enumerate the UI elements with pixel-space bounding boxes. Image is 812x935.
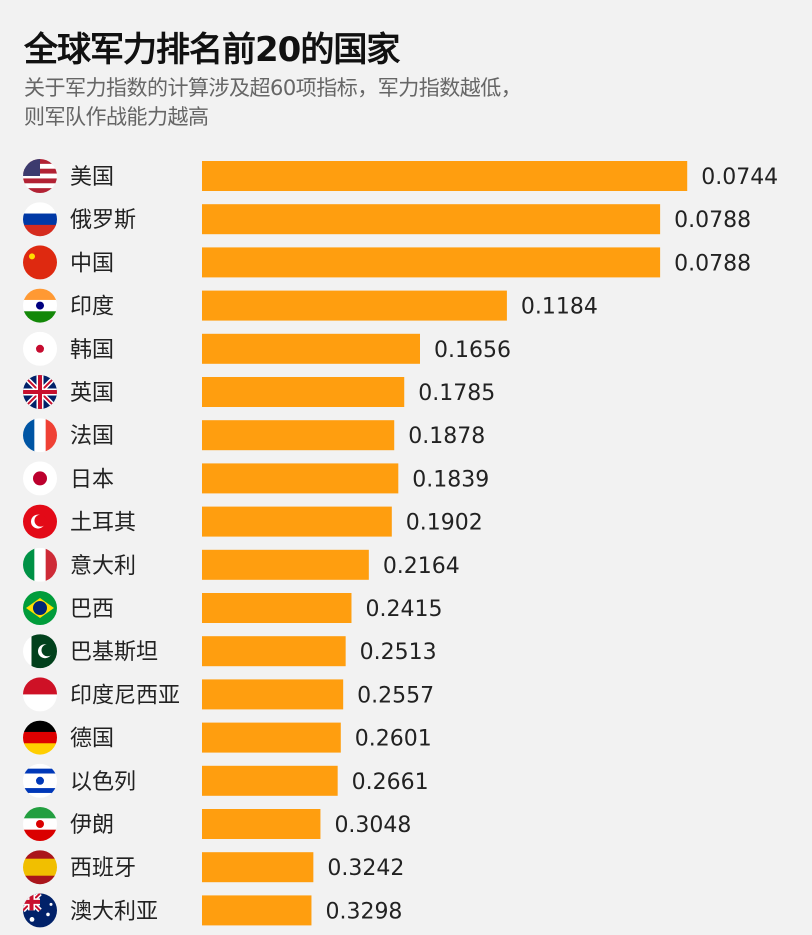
category-label: 以色列 <box>70 770 136 795</box>
chart-subtitle-line-2: 则军队作战能力越高 <box>24 105 209 129</box>
chart-row: 德国 0.2601 <box>23 720 432 755</box>
chart-row: 韩国 0.1656 <box>23 331 511 366</box>
value-label: 0.0788 <box>674 208 751 233</box>
iran-flag-icon <box>23 807 57 841</box>
turkey-flag-icon <box>23 504 57 539</box>
chart-row: 法国 0.1878 <box>23 418 485 453</box>
value-label: 0.2557 <box>357 683 434 708</box>
category-label: 俄罗斯 <box>70 208 136 233</box>
south-korea-flag-icon <box>23 331 57 366</box>
category-label: 印度 <box>70 295 114 320</box>
germany-flag-icon <box>23 720 57 755</box>
category-label: 巴基斯坦 <box>70 640 158 665</box>
bar <box>202 377 405 407</box>
chart-row: 印度 0.1184 <box>23 288 598 323</box>
france-flag-icon <box>23 418 57 453</box>
category-label: 法国 <box>70 424 114 449</box>
chart-row: 澳大利亚 0.3298 <box>23 893 402 928</box>
chart-row: 中国 0.0788 <box>23 245 751 280</box>
category-label: 英国 <box>70 381 114 406</box>
indonesia-flag-icon <box>23 677 57 712</box>
value-label: 0.2415 <box>365 597 442 622</box>
value-label: 0.2661 <box>352 770 429 795</box>
category-label: 西班牙 <box>70 856 136 881</box>
chart-subtitle-line-1: 关于军力指数的计算涉及超60项指标，军力指数越低， <box>24 76 522 100</box>
chart-row: 英国 0.1785 <box>23 375 495 409</box>
bar <box>202 593 352 623</box>
value-label: 0.1656 <box>434 338 511 363</box>
chart-row: 俄罗斯 0.0788 <box>23 202 751 237</box>
category-label: 土耳其 <box>70 511 136 536</box>
value-label: 0.3242 <box>327 856 404 881</box>
category-label: 德国 <box>70 727 114 752</box>
bar <box>202 290 507 321</box>
value-label: 0.1785 <box>418 381 495 406</box>
bar <box>202 204 661 235</box>
chart-row: 以色列 0.2661 <box>23 763 429 798</box>
value-label: 0.3048 <box>334 813 411 838</box>
bar <box>202 549 369 580</box>
chart-row: 巴基斯坦 0.2513 <box>23 634 437 669</box>
category-label: 美国 <box>70 165 114 190</box>
bar <box>202 420 395 451</box>
value-label: 0.1902 <box>406 511 483 536</box>
bar <box>202 463 399 494</box>
category-label: 澳大利亚 <box>70 899 158 924</box>
value-label: 0.1839 <box>412 467 489 492</box>
chart-row: 巴西 0.2415 <box>23 591 442 625</box>
value-label: 0.3298 <box>325 899 402 924</box>
brazil-flag-icon <box>23 591 57 625</box>
value-label: 0.0788 <box>674 251 751 276</box>
bar <box>202 506 392 537</box>
chart-row: 美国 0.0744 <box>23 159 778 193</box>
us-flag-icon <box>23 159 57 193</box>
italy-flag-icon <box>23 547 57 582</box>
bar <box>202 895 312 926</box>
bar <box>202 333 420 364</box>
value-label: 0.1184 <box>521 295 598 320</box>
japan-flag-icon <box>23 461 57 496</box>
bar <box>202 765 338 796</box>
spain-flag-icon <box>23 850 57 885</box>
bar <box>202 161 688 191</box>
value-label: 0.2164 <box>383 554 460 579</box>
chart-row: 印度尼西亚 0.2557 <box>23 677 434 712</box>
chart-row: 日本 0.1839 <box>23 461 489 496</box>
bar <box>202 247 661 278</box>
category-label: 印度尼西亚 <box>70 683 180 708</box>
india-flag-icon <box>23 288 57 323</box>
category-label: 韩国 <box>70 338 114 363</box>
china-flag-icon <box>23 245 57 280</box>
category-label: 中国 <box>70 251 114 276</box>
value-label: 0.2513 <box>360 640 437 665</box>
value-label: 0.2601 <box>355 727 432 752</box>
chart-title: 全球军力排名前20的国家 <box>24 30 400 70</box>
israel-flag-icon <box>23 763 57 798</box>
australia-flag-icon <box>23 893 57 928</box>
chart-row: 土耳其 0.1902 <box>23 504 483 539</box>
value-label: 0.1878 <box>408 424 485 449</box>
bar <box>202 852 314 883</box>
category-label: 伊朗 <box>70 813 114 838</box>
category-label: 巴西 <box>70 597 114 622</box>
category-label: 意大利 <box>70 554 136 579</box>
uk-flag-icon <box>23 375 57 409</box>
chart-row: 西班牙 0.3242 <box>23 850 404 885</box>
bar <box>202 636 346 667</box>
chart-row: 伊朗 0.3048 <box>23 807 411 841</box>
bar <box>202 809 321 839</box>
bar <box>202 722 341 753</box>
chart-row: 意大利 0.2164 <box>23 547 460 582</box>
value-label: 0.0744 <box>701 165 778 190</box>
bar <box>202 679 344 710</box>
category-label: 日本 <box>70 467 114 492</box>
russia-flag-icon <box>23 202 57 237</box>
pakistan-flag-icon <box>23 634 57 669</box>
